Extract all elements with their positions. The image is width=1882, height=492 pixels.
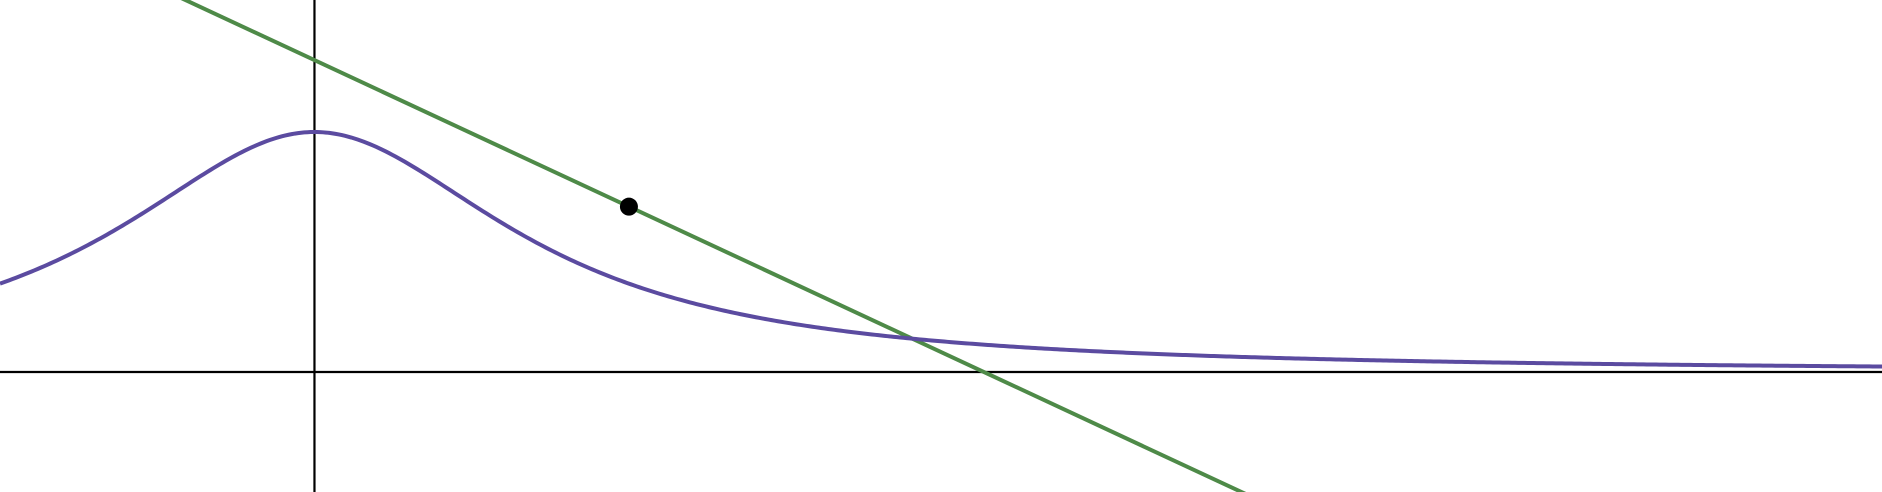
function-curve [0, 129, 1882, 369]
tangent-point [619, 197, 638, 216]
